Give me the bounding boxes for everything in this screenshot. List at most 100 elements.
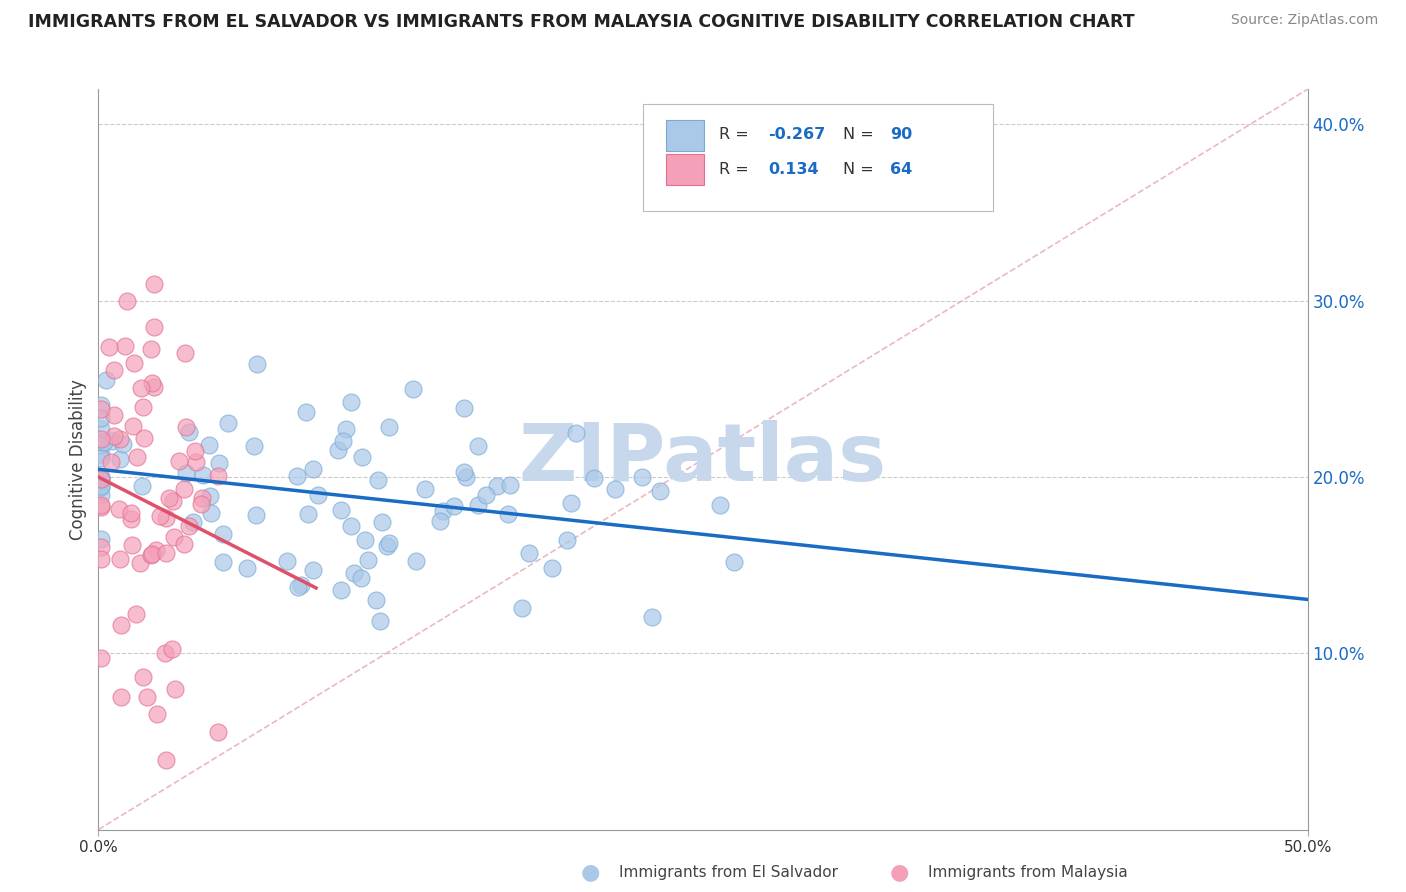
Text: -0.267: -0.267 [768,127,825,142]
Text: N =: N = [844,161,879,177]
Point [115,294,138,309]
Point [371,516,394,530]
Point [467,439,489,453]
Point [198,438,221,452]
Point [90,472,112,486]
Point [517,546,540,560]
Point [142,320,165,334]
Point [107,501,129,516]
Point [474,488,496,502]
Point [350,571,373,585]
Point [90,438,112,452]
Point [90,474,112,488]
Point [377,419,399,434]
Point [160,642,183,657]
Point [112,437,135,451]
Point [131,479,153,493]
Text: ●: ● [581,863,600,882]
Point [103,362,125,376]
Point [329,503,352,517]
Point [146,707,169,722]
Point [90,488,112,502]
Point [110,617,132,632]
Point [367,473,389,487]
Point [301,461,323,475]
Point [90,469,112,483]
Point [90,540,112,554]
Point [207,725,229,739]
Point [90,500,112,515]
Point [354,533,377,547]
Point [709,498,731,512]
Point [565,426,588,441]
Point [132,401,155,415]
Point [287,468,309,483]
Point [121,419,143,434]
Point [100,455,122,469]
Point [290,578,312,592]
Point [131,381,153,395]
Point [110,690,132,704]
Text: Immigrants from Malaysia: Immigrants from Malaysia [928,865,1128,880]
Point [368,614,391,628]
Point [603,482,626,496]
Text: ZIPatlas: ZIPatlas [519,420,887,499]
Point [555,533,578,548]
Text: R =: R = [718,127,754,142]
Point [208,456,231,470]
Point [90,422,112,436]
Point [245,357,267,371]
Point [149,509,172,524]
Point [342,566,364,581]
Text: ●: ● [890,863,910,882]
Point [190,498,212,512]
Point [207,469,229,483]
Point [332,434,354,449]
Point [173,482,195,496]
Point [235,561,257,575]
Point [165,681,187,696]
Point [456,469,478,483]
Point [212,555,235,569]
Text: Immigrants from El Salvador: Immigrants from El Salvador [619,865,838,880]
Point [90,447,112,461]
Point [496,508,519,522]
Point [132,670,155,684]
Point [429,514,451,528]
Point [90,480,112,494]
Point [103,429,125,443]
Point [340,394,363,409]
Point [174,419,197,434]
Point [90,552,112,566]
Point [162,494,184,508]
Text: IMMIGRANTS FROM EL SALVADOR VS IMMIGRANTS FROM MALAYSIA COGNITIVE DISABILITY COR: IMMIGRANTS FROM EL SALVADOR VS IMMIGRANT… [28,13,1135,31]
Point [98,340,121,354]
Point [110,433,132,447]
Point [340,519,363,533]
Point [186,455,208,469]
Point [90,450,112,465]
Point [212,526,235,541]
Point [90,398,112,412]
Point [357,552,380,566]
Point [295,405,318,419]
Point [110,452,132,467]
Point [90,432,112,446]
Point [402,382,425,396]
Text: 64: 64 [890,161,912,177]
Point [184,443,207,458]
Point [723,555,745,569]
Point [173,346,195,360]
FancyBboxPatch shape [665,120,704,151]
Point [485,479,508,493]
Point [155,546,177,560]
Point [143,380,166,394]
Point [90,401,112,416]
Point [90,498,112,512]
Point [120,512,142,526]
Point [243,439,266,453]
Point [139,548,162,562]
Point [179,518,201,533]
Point [193,467,215,482]
Point [307,488,329,502]
